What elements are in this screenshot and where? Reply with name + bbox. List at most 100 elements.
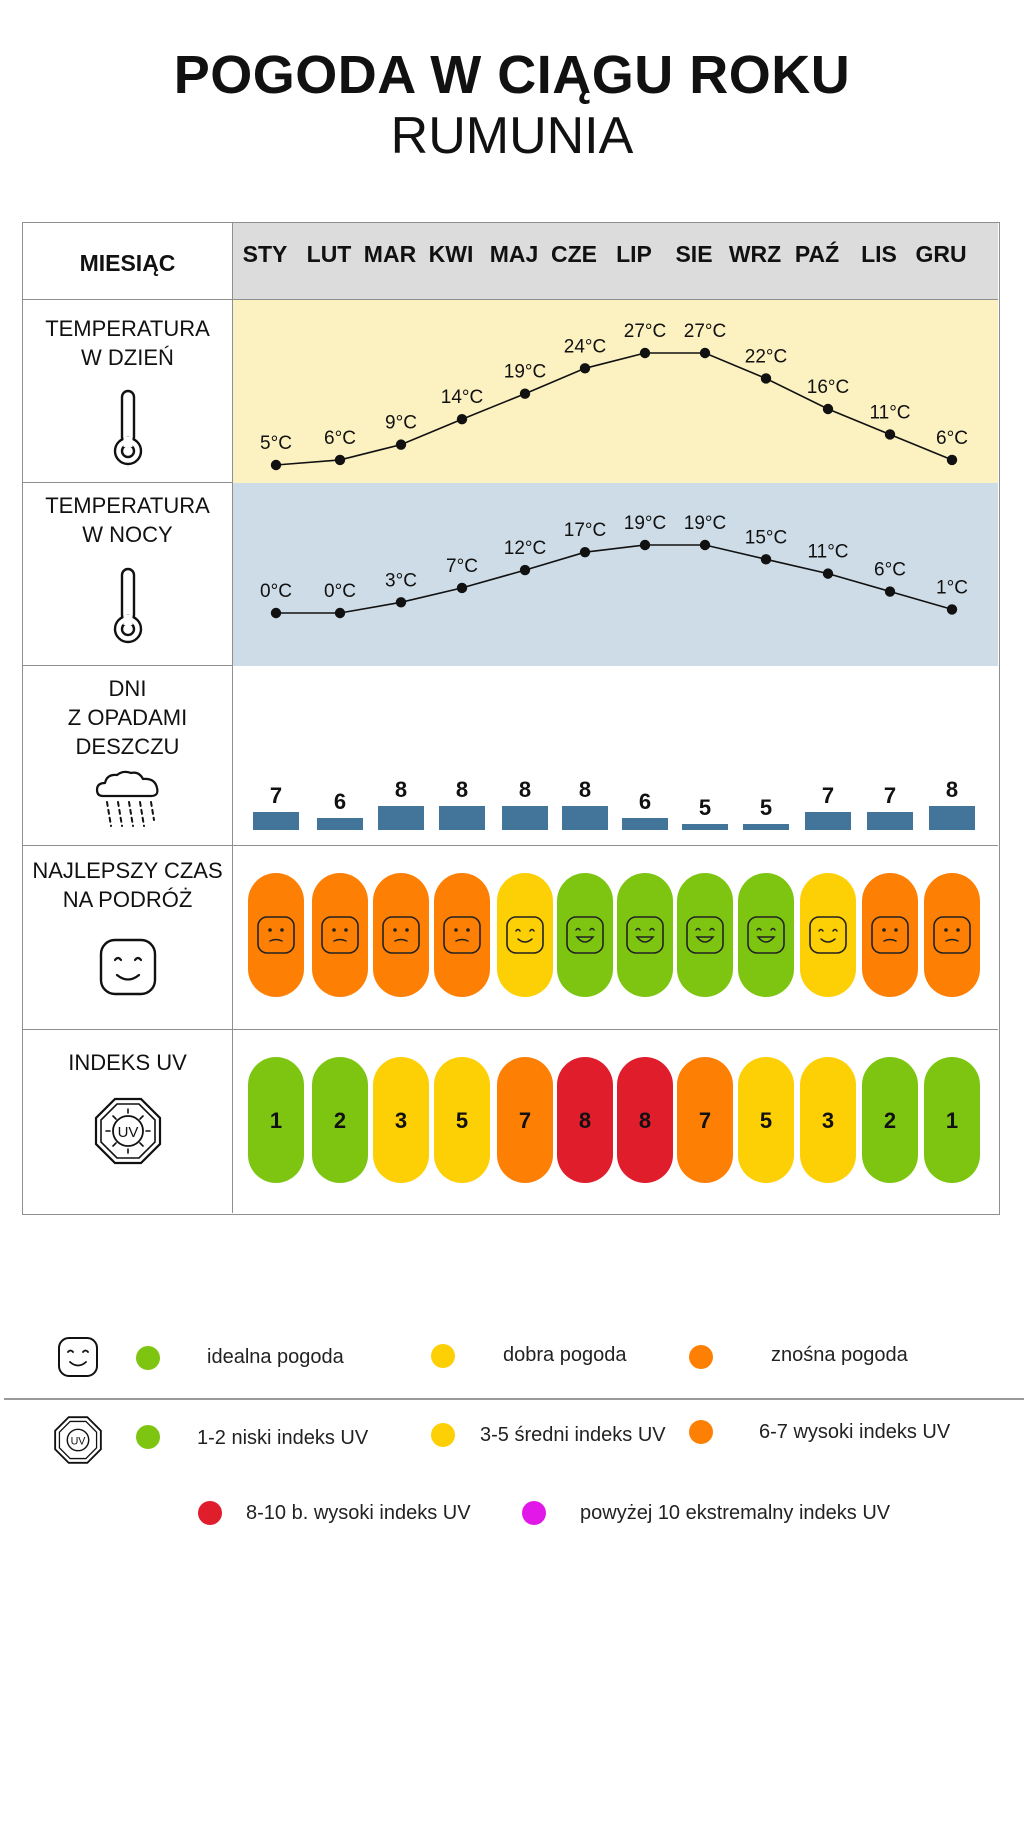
temperature-point (884, 586, 896, 597)
thermometer-icon (113, 567, 142, 644)
travel-rating-pill (862, 873, 918, 997)
legend-uv-very-high-label: 8-10 b. wysoki indeks UV (246, 1502, 471, 1524)
uv-row: INDEKS UV UV 1 2 3 5 7 8 8 7 5 3 2 1 (23, 1030, 998, 1213)
month-header: GRU (915, 241, 967, 267)
day-temp-chart-cell: 5°C 6°C 9°C 14°C 19°C 24°C 27°C 27°C 22°C 16°C 11°… (233, 300, 998, 483)
face-icon (747, 916, 785, 954)
temperature-point (579, 363, 591, 374)
temperature-label: 1°C (936, 577, 968, 598)
legend-tolerable-label: znośna pogoda (771, 1344, 908, 1366)
temperature-point (884, 429, 896, 440)
travel-rating-pill (248, 873, 304, 997)
travel-rating-pill (677, 873, 733, 997)
day-temp-label-cell: TEMPERATURA W DZIEŃ (23, 300, 233, 482)
uv-value-label: 7 (699, 1108, 711, 1133)
day-temp-label-line1: TEMPERATURA (45, 316, 210, 341)
travel-label-line2: NA PODRÓŻ (62, 887, 193, 912)
temperature-point (699, 539, 711, 551)
uv-pill (373, 1057, 429, 1183)
rain-cloud-icon (95, 770, 158, 827)
temperature-label: 27°C (684, 321, 726, 342)
legend-divider (4, 1398, 1024, 1400)
weather-table: MIESIĄC STY LUT MAR KWI MAJ CZE LIP SIE WRZ PAŹ LI… (22, 222, 1000, 1215)
uv-pill (617, 1057, 673, 1183)
temperature-point (946, 454, 958, 466)
month-header: MAR (363, 241, 417, 267)
rain-value-label: 6 (334, 789, 346, 814)
month-header: CZE (551, 241, 597, 267)
rain-value-label: 7 (884, 783, 896, 808)
rain-bar (929, 806, 975, 830)
temperature-label: 6°C (324, 428, 356, 449)
day-temp-label-line2: W DZIEŃ (81, 345, 174, 370)
travel-label-cell: NAJLEPSZY CZAS NA PODRÓŻ (23, 846, 233, 1029)
travel-rating-pill (497, 873, 553, 997)
day-temp-label: TEMPERATURA W DZIEŃ (23, 300, 232, 372)
smiley-icon (99, 938, 156, 996)
rain-bar (317, 818, 363, 830)
uv-value-label: 8 (639, 1108, 651, 1133)
temperature-label: 15°C (745, 527, 787, 548)
uv-value-label: 3 (395, 1108, 407, 1133)
travel-rating-pill (312, 873, 368, 997)
temperature-label: 9°C (385, 413, 417, 434)
chart-background (233, 300, 998, 483)
rain-days-chart: 7 6 8 8 8 8 6 5 5 7 7 8 (253, 777, 975, 830)
uv-pill (312, 1057, 368, 1183)
uv-value-label: 5 (456, 1108, 468, 1133)
month-header: PAŹ (794, 241, 840, 267)
night-temp-label-line2: W NOCY (82, 522, 173, 547)
face-icon (257, 916, 295, 954)
rain-bar (439, 806, 485, 830)
temperature-point (699, 347, 711, 359)
rain-label: DNI Z OPADAMI DESZCZU (23, 666, 232, 761)
temperature-line (276, 544, 953, 614)
header-label-cell: MIESIĄC (23, 223, 233, 299)
legend-tolerable-dot (689, 1345, 713, 1369)
uv-label-cell: INDEKS UV UV (23, 1030, 233, 1213)
temperature-label: 6°C (936, 428, 968, 449)
temperature-point (334, 454, 346, 466)
temperature-label: 5°C (260, 433, 292, 454)
rain-bar (743, 824, 789, 830)
face-icon (933, 916, 971, 954)
month-header: KWI (428, 241, 474, 267)
night-temp-label-line1: TEMPERATURA (45, 493, 210, 518)
rain-value-label: 7 (822, 783, 834, 808)
uv-value-label: 1 (946, 1108, 958, 1133)
temperature-label: 19°C (684, 513, 726, 534)
legend-uv-extreme-label: powyżej 10 ekstremalny indeks UV (580, 1502, 891, 1524)
rain-value-label: 8 (519, 777, 531, 802)
day-temp-chart: 5°C 6°C 9°C 14°C 19°C 24°C 27°C 27°C 22°C 16°C 11°… (233, 300, 998, 483)
temperature-point (760, 554, 772, 565)
face-icon (321, 916, 359, 954)
temperature-label: 19°C (624, 513, 666, 534)
travel-rating-pill (800, 873, 856, 997)
rain-bar (867, 812, 913, 830)
uv-value-label: 2 (334, 1108, 346, 1133)
temperature-label: 11°C (807, 542, 848, 563)
legend-uv-high-label: 6-7 wysoki indeks UV (759, 1421, 951, 1443)
legend-ideal-dot (136, 1346, 160, 1370)
legend-uv-icon-text: UV (71, 1435, 87, 1447)
night-temp-row: TEMPERATURA W NOCY 0°C 0°C 3°C 7°C 12°C 17°C 1… (23, 483, 998, 666)
uv-pill (738, 1057, 794, 1183)
uv-index-chart: 1 2 3 5 7 8 8 7 5 3 2 1 (248, 1057, 980, 1183)
temperature-point (334, 607, 346, 619)
rain-value-label: 7 (270, 783, 282, 808)
uv-value-label: 7 (519, 1108, 531, 1133)
rain-bar (805, 812, 851, 830)
rain-value-label: 8 (946, 777, 958, 802)
rain-label-cell: DNI Z OPADAMI DESZCZU (23, 666, 233, 845)
face-icon (382, 916, 420, 954)
months-cell: STY LUT MAR KWI MAJ CZE LIP SIE WRZ PAŹ LIS GRU (233, 223, 998, 299)
uv-value-label: 3 (822, 1108, 834, 1133)
rain-label-line2: Z OPADAMI (67, 705, 188, 730)
temperature-label: 12°C (504, 538, 546, 559)
uv-pill (434, 1057, 490, 1183)
temperature-point (270, 459, 282, 471)
temperature-point (395, 439, 407, 450)
temperature-point (639, 539, 651, 551)
month-header: LIS (861, 241, 897, 267)
temperature-label: 6°C (874, 560, 906, 581)
